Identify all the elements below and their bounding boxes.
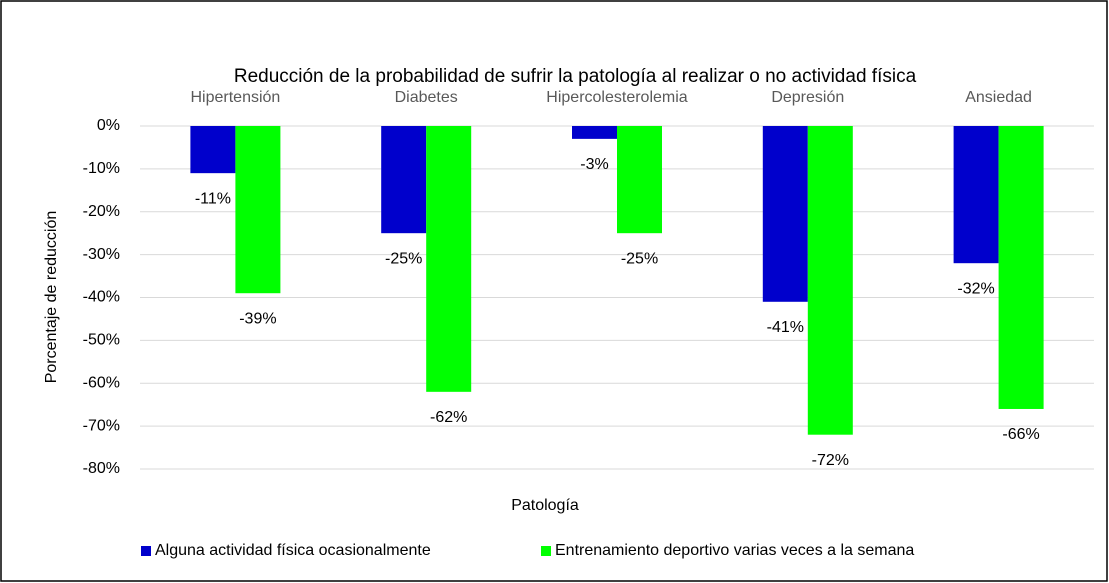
bar <box>572 126 617 139</box>
y-tick-label: -30% <box>83 246 120 263</box>
y-tick-label: -20% <box>83 203 120 220</box>
bar <box>426 126 472 392</box>
bar <box>235 126 281 294</box>
data-label: -41% <box>767 319 804 336</box>
data-label: -39% <box>239 310 276 327</box>
bar <box>998 126 1044 409</box>
bar <box>617 126 662 234</box>
y-tick-label: -50% <box>83 332 120 349</box>
legend-swatch <box>141 546 151 556</box>
x-tick-label: Ansiedad <box>965 89 1032 106</box>
x-tick-label: Depresión <box>771 89 844 106</box>
data-label: -32% <box>957 280 994 297</box>
x-tick-label: Diabetes <box>395 89 458 106</box>
y-tick-label: -70% <box>83 417 120 434</box>
chart-title: Reducción de la probabilidad de sufrir l… <box>234 66 917 87</box>
data-label: -72% <box>812 452 849 469</box>
data-label: -62% <box>430 409 467 426</box>
data-label: -25% <box>385 250 422 267</box>
y-axis-label: Porcentaje de reducción <box>43 211 60 384</box>
y-tick-label: 0% <box>97 117 120 134</box>
x-axis-label: Patología <box>511 497 579 514</box>
y-tick-label: -80% <box>83 460 120 477</box>
data-label: -66% <box>1002 426 1039 443</box>
data-label: -25% <box>621 250 658 267</box>
legend-label: Alguna actividad física ocasionalmente <box>155 542 431 559</box>
y-tick-label: -10% <box>83 160 120 177</box>
legend-swatch <box>541 546 551 556</box>
data-label: -3% <box>580 156 608 173</box>
bar <box>953 126 999 264</box>
legend-label: Entrenamiento deportivo varias veces a l… <box>555 542 914 559</box>
y-tick-label: -40% <box>83 289 120 306</box>
bar <box>807 126 853 435</box>
y-tick-label: -60% <box>83 374 120 391</box>
data-label: -11% <box>195 190 231 207</box>
bar <box>381 126 427 234</box>
bar <box>762 126 808 302</box>
x-tick-label: Hipercolesterolemia <box>546 89 687 106</box>
x-tick-label: Hipertensión <box>190 89 280 106</box>
bar <box>190 126 236 174</box>
